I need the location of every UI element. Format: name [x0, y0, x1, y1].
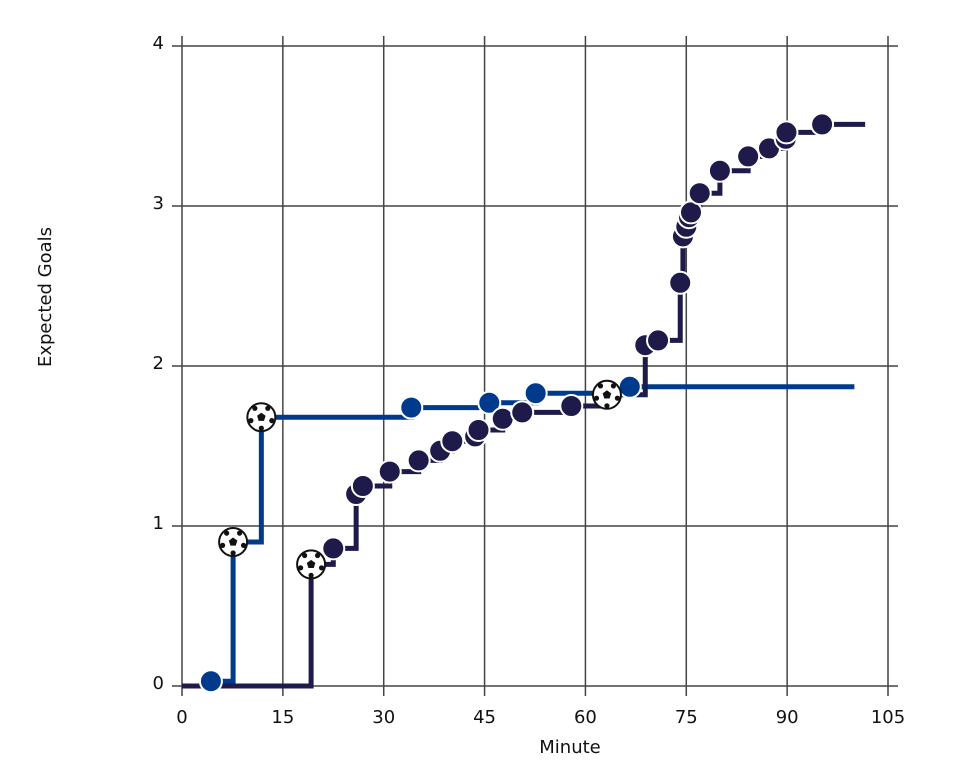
ball-patch	[252, 405, 258, 411]
shot-marker	[668, 270, 693, 295]
y-tick-label: 3	[153, 193, 164, 214]
ball-patch	[614, 395, 621, 401]
x-axis-label: Minute	[539, 737, 600, 758]
shot-marker	[406, 448, 431, 473]
shot-marker	[477, 390, 502, 415]
y-tick-label: 2	[153, 353, 164, 374]
ball-patch	[220, 542, 226, 548]
ball-patch	[318, 565, 325, 571]
x-tick-label: 105	[871, 707, 905, 728]
shot-marker	[774, 120, 799, 145]
ball-patch	[593, 395, 600, 401]
x-tick-label: 15	[271, 707, 294, 728]
ball-patch	[265, 405, 271, 411]
shot-marker	[559, 394, 584, 418]
ball-patch	[597, 383, 604, 389]
shot-marker	[707, 158, 732, 183]
ball-patch	[230, 550, 236, 556]
y-tick-label: 1	[153, 513, 164, 534]
goal-marker	[296, 549, 327, 580]
x-tick-label: 60	[574, 707, 597, 728]
goal-marker	[218, 527, 249, 557]
ball-patch	[224, 530, 230, 536]
shot-marker	[440, 429, 465, 454]
y-axis-label: Expected Goals	[35, 227, 56, 367]
x-tick-label: 30	[372, 707, 395, 728]
shot-marker	[510, 400, 535, 425]
ball-patch	[248, 417, 254, 424]
shot-marker	[321, 536, 346, 561]
ball-patch	[604, 403, 610, 409]
ball-patch	[228, 537, 238, 546]
ball-patch	[269, 417, 275, 424]
y-tick-label: 4	[153, 33, 164, 54]
goal-marker	[246, 402, 277, 433]
shot-marker	[646, 328, 671, 353]
y-tick-label: 0	[153, 673, 164, 694]
ball-patch	[298, 565, 304, 571]
ball-patch	[302, 552, 308, 559]
goal-marker	[591, 379, 622, 410]
shot-marker	[687, 181, 712, 206]
shot-marker	[617, 374, 642, 399]
x-tick-label: 45	[473, 707, 496, 728]
ball-patch	[314, 552, 321, 559]
ball-patch	[257, 412, 266, 421]
shot-marker	[736, 144, 761, 169]
shot-marker	[377, 459, 402, 484]
shot-marker	[466, 418, 491, 442]
ball-patch	[258, 425, 264, 431]
ball-patch	[306, 559, 316, 569]
ball-patch	[240, 542, 247, 548]
shot-marker	[350, 474, 375, 498]
ball-patch	[610, 383, 617, 389]
x-tick-label: 90	[776, 707, 799, 728]
shot-marker	[198, 669, 223, 694]
shot-marker	[523, 381, 548, 406]
shot-marker	[399, 395, 424, 420]
shot-marker	[810, 112, 835, 137]
ball-patch	[308, 572, 314, 579]
ball-patch	[236, 530, 243, 536]
x-tick-label: 0	[176, 707, 187, 728]
x-tick-label: 75	[675, 707, 698, 728]
ball-patch	[602, 390, 612, 399]
